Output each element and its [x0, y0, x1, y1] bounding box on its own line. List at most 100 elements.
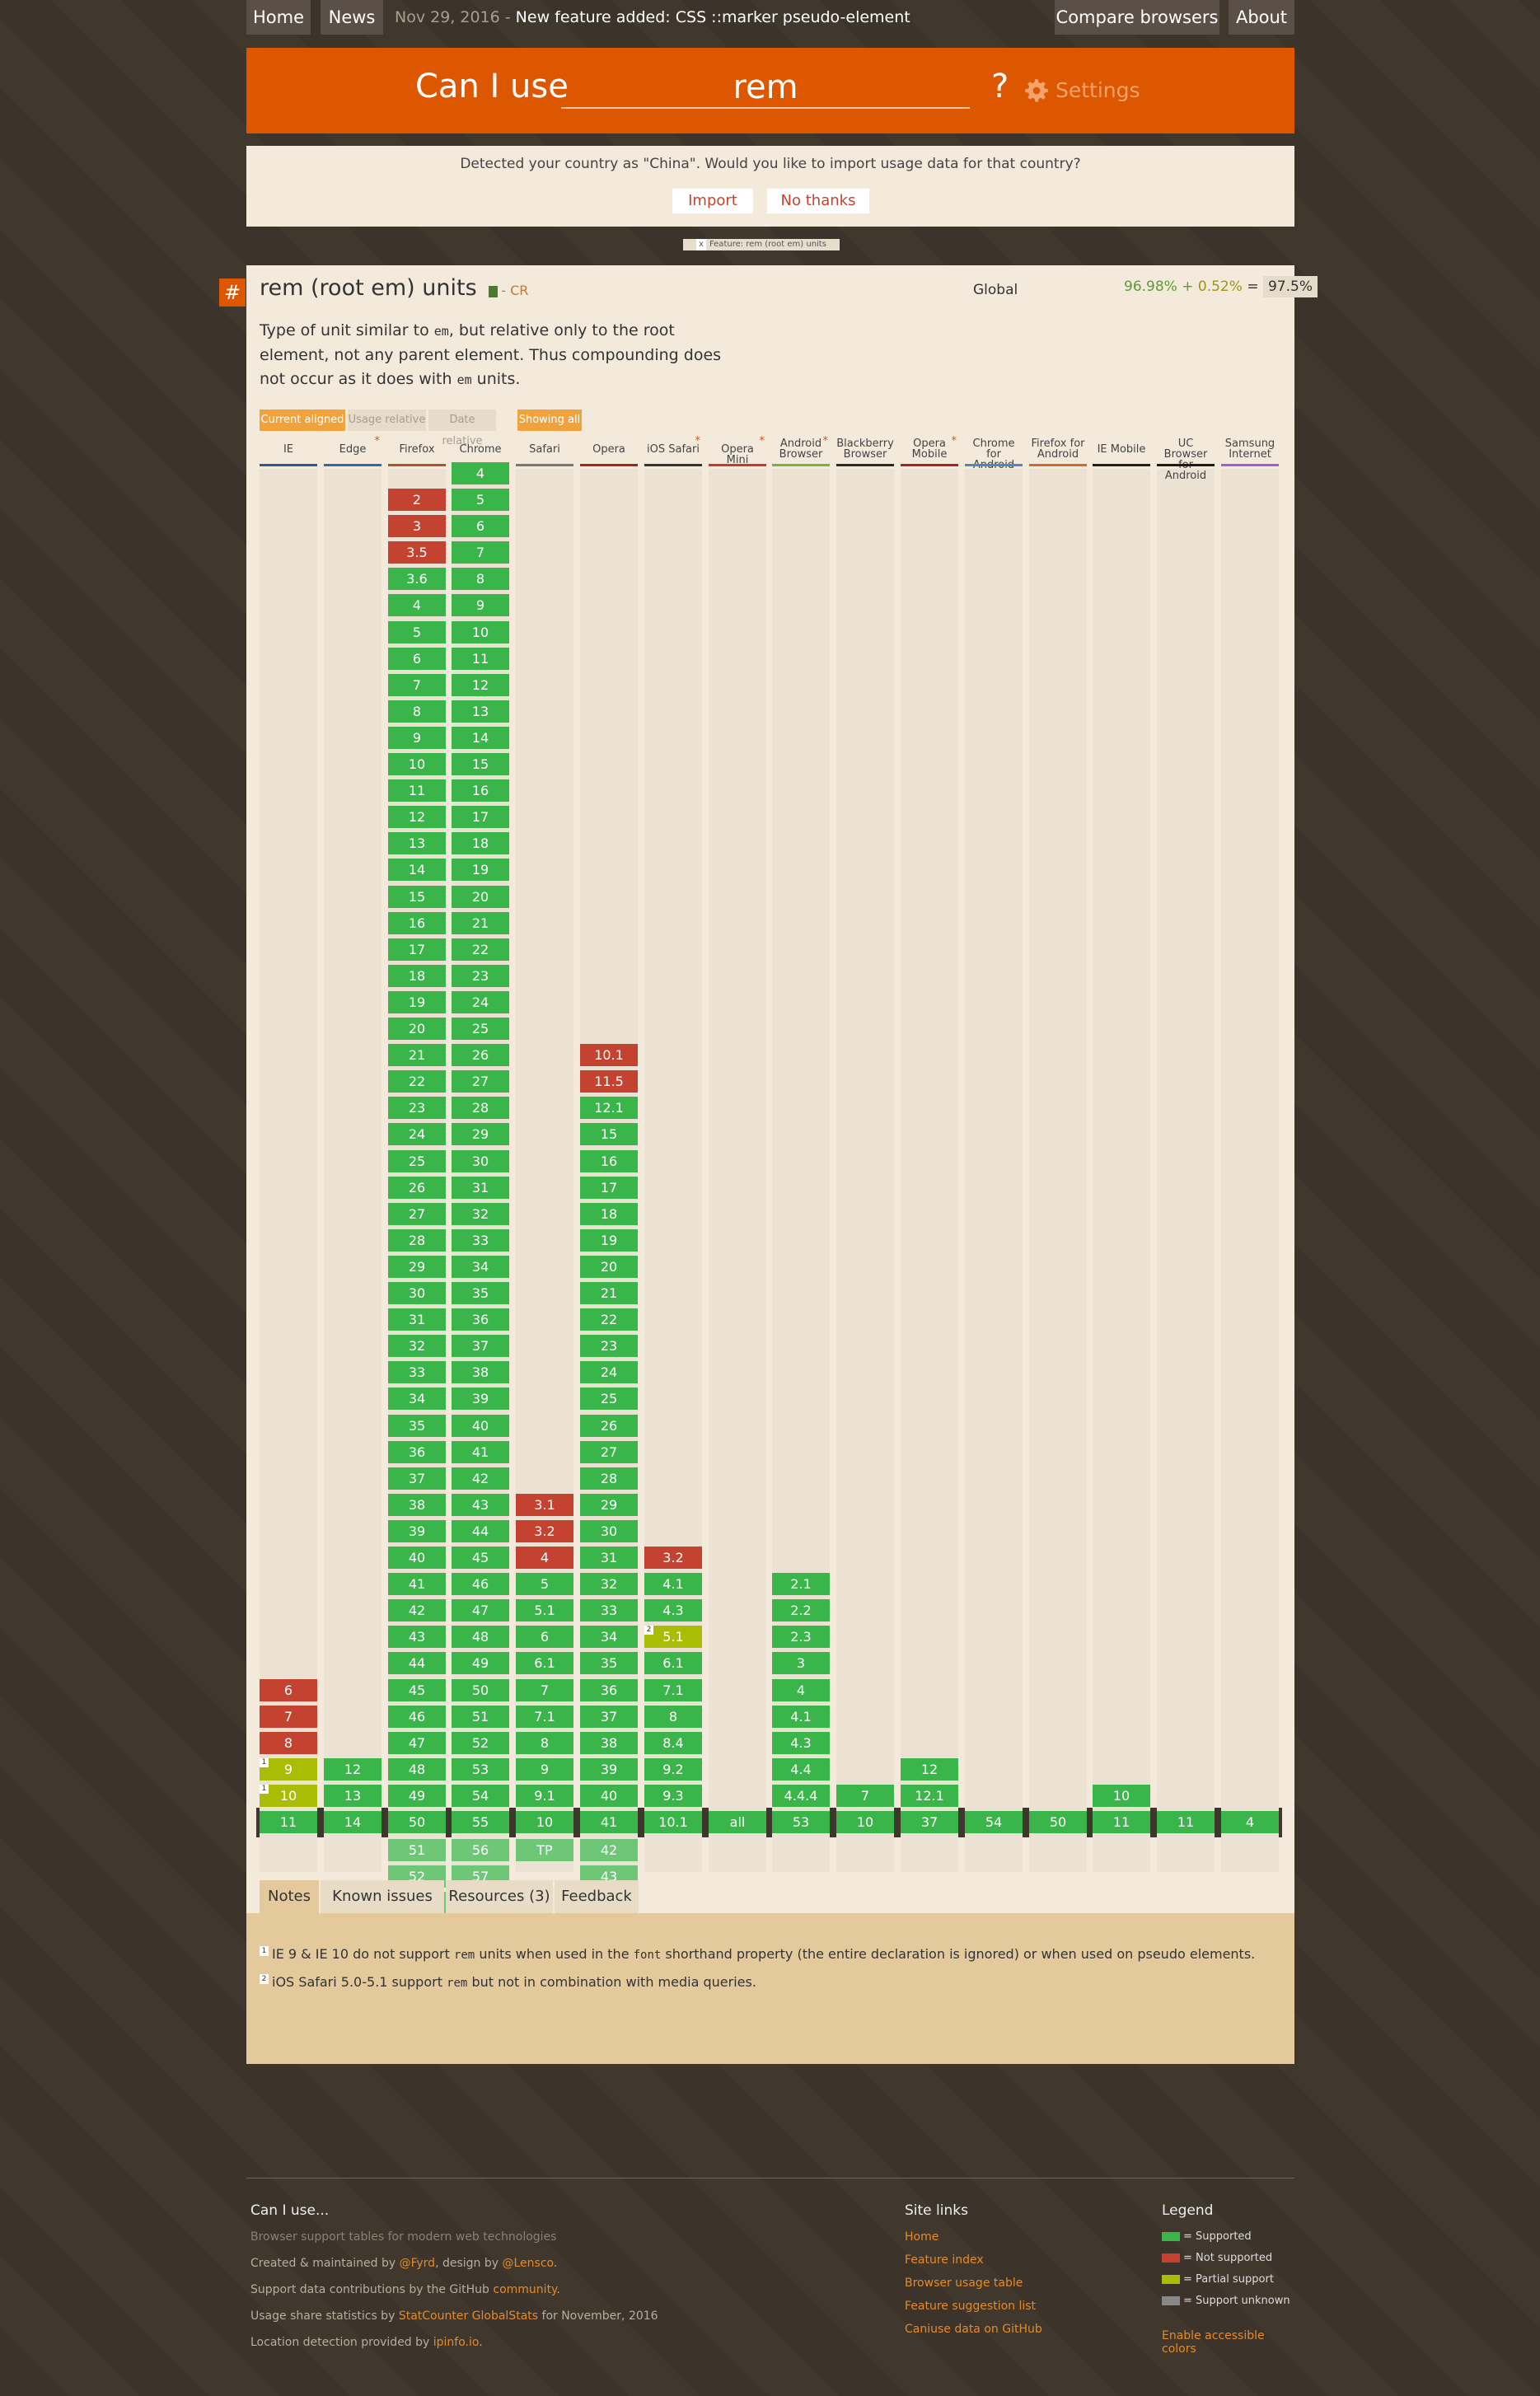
version-cell[interactable]: 35 [388, 1415, 446, 1437]
version-cell[interactable]: 11.5 [580, 1070, 638, 1093]
about-link[interactable]: About [1229, 0, 1294, 35]
current-version-cell[interactable]: 10 [516, 1811, 573, 1833]
version-cell[interactable]: 38 [452, 1361, 509, 1383]
current-version-cell[interactable]: 11 [1093, 1811, 1150, 1833]
version-cell[interactable]: 2.2 [772, 1599, 830, 1622]
version-cell[interactable]: 16 [388, 912, 446, 934]
import-button[interactable]: Import [672, 189, 753, 213]
version-cell[interactable]: 32 [580, 1573, 638, 1595]
version-cell[interactable]: 43 [452, 1494, 509, 1516]
version-cell[interactable]: 9 [516, 1758, 573, 1781]
accessible-colors-link[interactable]: Enable accessible colors [1162, 2329, 1265, 2356]
version-cell[interactable]: 3.1 [516, 1494, 573, 1516]
version-cell[interactable]: 44 [452, 1520, 509, 1542]
version-cell[interactable]: 19 [388, 991, 446, 1013]
version-cell[interactable]: 17 [388, 938, 446, 961]
version-cell[interactable]: 16 [580, 1150, 638, 1172]
version-cell[interactable]: 7 [260, 1706, 317, 1728]
version-cell[interactable]: 7 [516, 1679, 573, 1701]
version-cell[interactable]: 26 [580, 1415, 638, 1437]
version-cell[interactable]: 4.3 [644, 1599, 702, 1622]
version-cell[interactable]: 34 [580, 1626, 638, 1648]
tab-known-issues[interactable]: Known issues (5) [321, 1880, 444, 1938]
browser-header[interactable]: Blackberry Browser [836, 438, 894, 466]
version-cell[interactable]: 21 [452, 912, 509, 934]
version-cell[interactable]: 6 [452, 515, 509, 537]
gear-icon[interactable] [1024, 78, 1049, 103]
version-cell[interactable]: 40 [452, 1415, 509, 1437]
browser-header[interactable]: Firefox [388, 438, 446, 466]
version-cell[interactable]: 3.5 [388, 541, 446, 564]
version-cell[interactable]: 31 [388, 1308, 446, 1331]
version-cell[interactable]: 16 [452, 779, 509, 802]
version-cell[interactable]: 27 [388, 1203, 446, 1225]
version-cell[interactable]: 26 [452, 1044, 509, 1066]
version-cell[interactable]: 28 [388, 1229, 446, 1252]
browser-header[interactable]: Edge * [324, 436, 381, 466]
version-cell[interactable]: 51 [452, 1706, 509, 1728]
version-cell[interactable]: 4.4.4 [772, 1785, 830, 1807]
version-cell[interactable]: 50 [452, 1679, 509, 1701]
version-cell[interactable]: 37 [452, 1335, 509, 1357]
version-cell[interactable]: 49 [452, 1652, 509, 1674]
version-cell[interactable]: 39 [580, 1758, 638, 1781]
version-cell[interactable]: 22 [388, 1070, 446, 1093]
version-cell[interactable]: 14 [452, 727, 509, 749]
version-cell[interactable]: 36 [580, 1679, 638, 1701]
version-cell[interactable]: 28 [452, 1097, 509, 1119]
version-cell[interactable]: 3.2 [516, 1520, 573, 1542]
version-cell[interactable]: 19 [452, 859, 509, 881]
version-cell[interactable]: 12 [901, 1758, 958, 1781]
version-cell[interactable]: 11 [388, 779, 446, 802]
version-cell[interactable]: 48 [452, 1626, 509, 1648]
future-version-cell[interactable]: TP [516, 1839, 573, 1861]
version-cell[interactable]: 45 [388, 1679, 446, 1701]
version-cell[interactable]: 8 [260, 1732, 317, 1754]
version-cell[interactable]: 40 [388, 1547, 446, 1569]
browser-header[interactable]: Opera Mobile * [901, 436, 958, 466]
version-cell[interactable]: 44 [388, 1652, 446, 1674]
version-cell[interactable]: 5 [516, 1573, 573, 1595]
version-cell[interactable]: 10.1 [580, 1044, 638, 1066]
version-cell[interactable]: 27 [452, 1070, 509, 1093]
version-cell[interactable]: 33 [388, 1361, 446, 1383]
version-cell[interactable]: 4.3 [772, 1732, 830, 1754]
version-cell[interactable]: 24 [388, 1123, 446, 1145]
spec-status-label[interactable]: - CR [501, 283, 529, 298]
version-cell[interactable]: 17 [452, 806, 509, 828]
version-cell[interactable]: 3.6 [388, 568, 446, 590]
version-cell[interactable]: 30 [388, 1282, 446, 1304]
version-cell[interactable]: 6.1 [644, 1652, 702, 1674]
version-cell[interactable]: 46 [452, 1573, 509, 1595]
version-cell[interactable]: 29 [580, 1494, 638, 1516]
version-cell[interactable]: 39 [388, 1520, 446, 1542]
browser-header[interactable]: Firefox for Android [1029, 438, 1087, 466]
current-version-cell[interactable]: 10.1 [644, 1811, 702, 1833]
version-cell[interactable]: 23 [580, 1335, 638, 1357]
current-version-cell[interactable]: all [709, 1811, 766, 1833]
browser-header[interactable]: Chrome for Android [965, 438, 1023, 470]
version-cell[interactable]: 2 [388, 489, 446, 511]
version-cell[interactable]: 47 [452, 1599, 509, 1622]
version-cell[interactable]: 4.4 [772, 1758, 830, 1781]
current-version-cell[interactable]: 11 [260, 1811, 317, 1833]
version-cell[interactable]: 13 [388, 832, 446, 854]
version-cell[interactable]: 27 [580, 1441, 638, 1463]
browser-header[interactable]: IE [260, 438, 317, 466]
version-cell[interactable]: 9.1 [516, 1785, 573, 1807]
version-cell[interactable]: 13 [324, 1785, 381, 1807]
home-link[interactable]: Home [246, 0, 311, 35]
current-version-cell[interactable]: 54 [965, 1811, 1023, 1833]
version-cell[interactable]: 43 [388, 1626, 446, 1648]
current-version-cell[interactable]: 55 [452, 1811, 509, 1833]
news-link[interactable]: News [321, 0, 383, 35]
version-cell[interactable]: 21 [580, 1282, 638, 1304]
current-version-cell[interactable]: 10 [836, 1811, 894, 1833]
version-cell[interactable]: 22 [580, 1308, 638, 1331]
version-cell[interactable]: 10 [260, 1785, 317, 1807]
version-cell[interactable]: 34 [452, 1256, 509, 1278]
version-cell[interactable]: 12.1 [580, 1097, 638, 1119]
date-relative-toggle[interactable]: Date relative [428, 409, 496, 447]
version-cell[interactable]: 47 [388, 1732, 446, 1754]
version-cell[interactable]: 46 [388, 1706, 446, 1728]
